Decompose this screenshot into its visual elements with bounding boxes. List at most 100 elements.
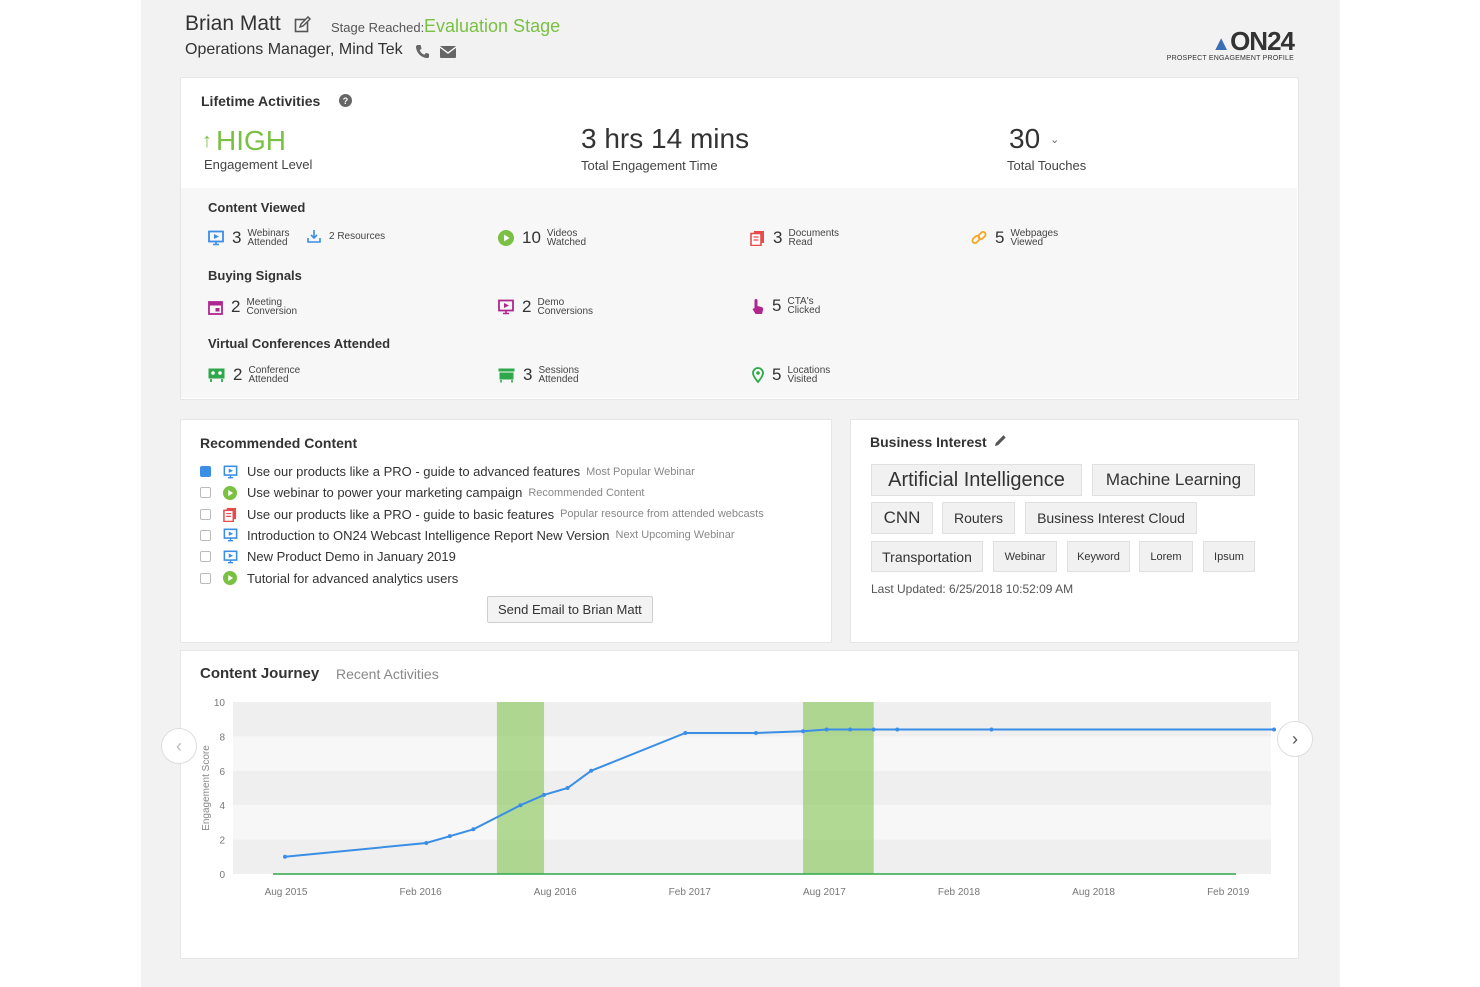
y-tick-label: 0	[219, 870, 225, 881]
interest-tag[interactable]: Machine Learning	[1092, 464, 1255, 496]
recommended-item-title: Use webinar to power your marketing camp…	[247, 485, 523, 501]
chevron-down-icon: ⌄	[1050, 133, 1060, 146]
phone-icon[interactable]	[415, 44, 430, 64]
recommended-item[interactable]: Introduction to ON24 Webcast Intelligenc…	[200, 528, 735, 543]
data-point	[518, 803, 523, 808]
runner-icon: ▲	[1211, 33, 1231, 55]
edit-icon[interactable]	[294, 15, 312, 39]
x-tick-label: Aug 2016	[534, 887, 577, 898]
interest-tag[interactable]: Artificial Intelligence	[871, 464, 1082, 496]
tab-recent-activities[interactable]: Recent Activities	[336, 666, 439, 682]
x-tick-label: Feb 2018	[938, 887, 981, 898]
content-journey-card: Content Journey Recent Activities 0 2 4 6 8 1…	[180, 650, 1299, 959]
recommended-item[interactable]: Tutorial for advanced analytics users	[200, 571, 464, 586]
checkbox[interactable]	[200, 508, 211, 520]
data-point	[565, 786, 570, 790]
conference-attended-stat: 2 Conference Attended	[208, 365, 308, 385]
videos-watched-stat: 10 Videos Watched	[498, 228, 607, 248]
interest-tag[interactable]: CNN	[871, 502, 933, 534]
engagement-chart: 0 2 4 6 8 10 Aug 2015 Feb 2016 Aug 2016 Feb 2017 A…	[201, 698, 1276, 898]
interest-tag[interactable]: Transportation	[871, 541, 983, 572]
recommended-item-title: New Product Demo in January 2019	[247, 549, 456, 565]
email-icon[interactable]	[439, 45, 457, 63]
on24-logo: ▲ON24 PROSPECT ENGAGEMENT PROFILE	[1166, 26, 1295, 62]
total-touches-dropdown[interactable]: 30 ⌄	[1009, 123, 1059, 155]
webinar-icon	[223, 465, 238, 479]
contact-title: Operations Manager, Mind Tek	[185, 41, 403, 58]
virtual-conferences-title: Virtual Conferences Attended	[208, 336, 391, 351]
data-point	[801, 729, 806, 734]
svg-text:?: ?	[343, 96, 349, 106]
data-point	[1272, 727, 1276, 732]
interest-tag[interactable]: Keyword	[1067, 541, 1130, 572]
demo-conversions-stat: 2 Demo Conversions	[498, 297, 597, 317]
recommended-item[interactable]: Use our products like a PRO - guide to a…	[200, 464, 695, 479]
data-point	[989, 727, 994, 732]
content-viewed-title: Content Viewed	[208, 200, 306, 215]
x-tick-label: Feb 2019	[1207, 887, 1250, 898]
video-icon	[223, 571, 238, 585]
data-point	[824, 727, 829, 732]
recommended-item-note: Recommended Content	[528, 486, 645, 499]
interest-tag[interactable]: Lorem	[1139, 541, 1193, 572]
x-tick-label: Aug 2018	[1072, 887, 1115, 898]
checkbox[interactable]	[200, 551, 211, 563]
data-point	[424, 841, 429, 846]
last-updated: Last Updated: 6/25/2018 10:52:09 AM	[871, 582, 1074, 596]
profile-page: Brian Matt Stage Reached: Evaluation Sta…	[141, 0, 1340, 987]
cta-clicked-stat: 5 CTA's Clicked	[752, 296, 847, 316]
checkbox[interactable]	[200, 572, 211, 584]
checkbox[interactable]	[200, 487, 211, 499]
data-point	[589, 768, 594, 773]
download-icon	[307, 230, 321, 243]
document-icon	[223, 507, 238, 523]
video-icon	[498, 230, 514, 246]
recommended-item[interactable]: New Product Demo in January 2019	[200, 549, 462, 564]
data-point	[871, 727, 876, 732]
recommended-item-title: Use our products like a PRO - guide to b…	[247, 506, 555, 522]
y-tick-label: 10	[214, 698, 226, 709]
conference-icon	[208, 368, 225, 382]
video-icon	[223, 485, 238, 500]
resources-stat: 2 Resources	[307, 229, 385, 243]
recommended-item-note: Next Upcoming Webinar	[615, 529, 735, 542]
y-tick-label: 6	[219, 767, 225, 778]
chevron-right-icon[interactable]: ›	[1277, 721, 1313, 757]
conference-range	[496, 702, 545, 874]
business-interest-title: Business Interest	[870, 434, 987, 450]
data-point	[683, 730, 688, 735]
engagement-time-label: Total Engagement Time	[581, 158, 718, 173]
locations-visited-stat: 5 Locations Visited	[752, 365, 847, 385]
send-email-button[interactable]: Send Email to Brian Matt	[487, 596, 653, 623]
x-tick-label: Feb 2017	[669, 887, 712, 898]
tab-content-journey[interactable]: Content Journey	[200, 665, 320, 682]
webinar-icon	[223, 528, 238, 542]
recommended-item[interactable]: Use webinar to power your marketing camp…	[200, 485, 645, 500]
checkbox[interactable]	[200, 466, 211, 477]
checkbox[interactable]	[200, 529, 211, 541]
interest-tag[interactable]: Webinar	[993, 541, 1057, 572]
lifetime-title: Lifetime Activities	[201, 93, 321, 109]
pointer-icon	[752, 298, 764, 314]
data-point	[447, 834, 452, 839]
chevron-left-icon[interactable]: ‹	[161, 728, 197, 764]
link-icon	[971, 231, 987, 244]
interest-tag[interactable]: Routers	[942, 502, 1015, 534]
engagement-time-value: 3 hrs 14 mins	[581, 123, 750, 154]
buying-signals-title: Buying Signals	[208, 268, 302, 283]
x-tick-label: Aug 2017	[803, 887, 846, 898]
pencil-icon[interactable]	[994, 434, 1007, 452]
total-touches-label: Total Touches	[1007, 158, 1087, 173]
recommended-item-title: Use our products like a PRO - guide to a…	[247, 464, 581, 479]
interest-tag[interactable]: Ipsum	[1203, 541, 1255, 572]
recommended-item[interactable]: Use our products like a PRO - guide to b…	[200, 506, 764, 523]
y-axis-label: Engagement Score	[201, 745, 212, 831]
data-point	[848, 727, 853, 732]
calendar-icon	[208, 300, 223, 315]
data-point	[283, 854, 287, 859]
interest-tag[interactable]: Business Interest Cloud	[1025, 502, 1197, 534]
location-pin-icon	[752, 367, 764, 383]
recommended-content-card: Recommended Content Use our products lik…	[180, 419, 832, 643]
recommended-item-note: Popular resource from attended webcasts	[560, 508, 764, 521]
help-icon[interactable]: ?	[339, 94, 352, 112]
